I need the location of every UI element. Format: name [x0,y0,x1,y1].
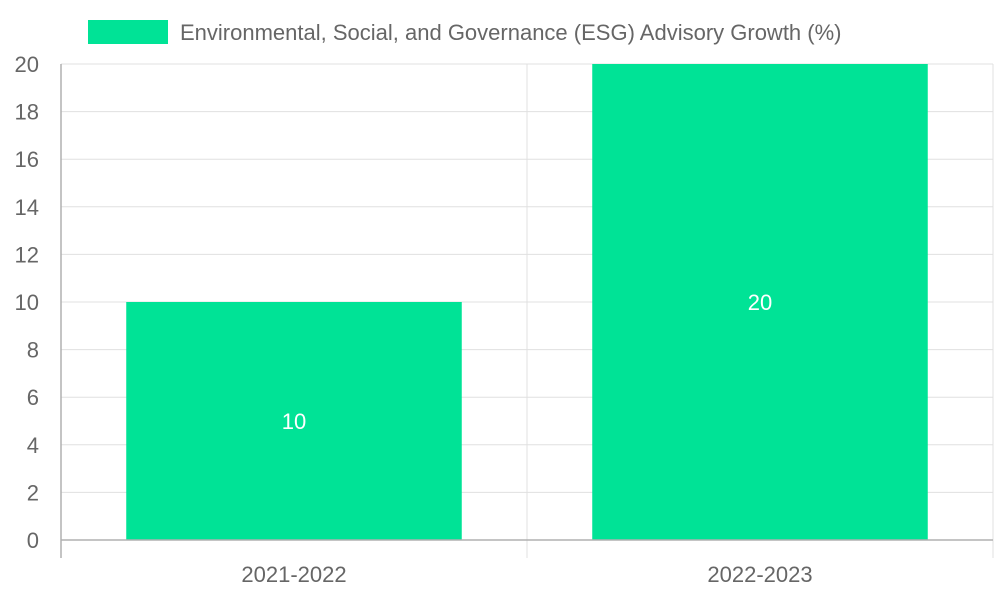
y-axis-ticks: 0 2 4 6 8 10 12 14 16 18 20 [15,52,39,553]
legend[interactable]: Environmental, Social, and Governance (E… [88,20,842,45]
y-tick-label: 16 [15,147,39,172]
legend-label[interactable]: Environmental, Social, and Governance (E… [180,20,842,45]
legend-swatch[interactable] [88,20,168,44]
bar-2022-2023[interactable] [592,64,928,540]
bar-2021-2022[interactable] [126,302,462,540]
y-tick-label: 14 [15,195,39,220]
y-tick-label: 0 [27,528,39,553]
y-tick-label: 8 [27,338,39,363]
y-tick-label: 20 [15,52,39,77]
y-tick-label: 4 [27,433,39,458]
y-tick-label: 6 [27,385,39,410]
x-tick-label: 2021-2022 [241,562,346,587]
y-tick-label: 10 [15,290,39,315]
data-label: 10 [282,409,306,434]
x-tick-label: 2022-2023 [707,562,812,587]
y-tick-label: 12 [15,242,39,267]
y-tick-label: 18 [15,100,39,125]
data-labels: 10 20 [282,290,772,434]
data-label: 20 [748,290,772,315]
bars [126,64,928,540]
x-axis-ticks: 2021-2022 2022-2023 [241,562,812,587]
y-tick-label: 2 [27,480,39,505]
axes [60,64,993,558]
